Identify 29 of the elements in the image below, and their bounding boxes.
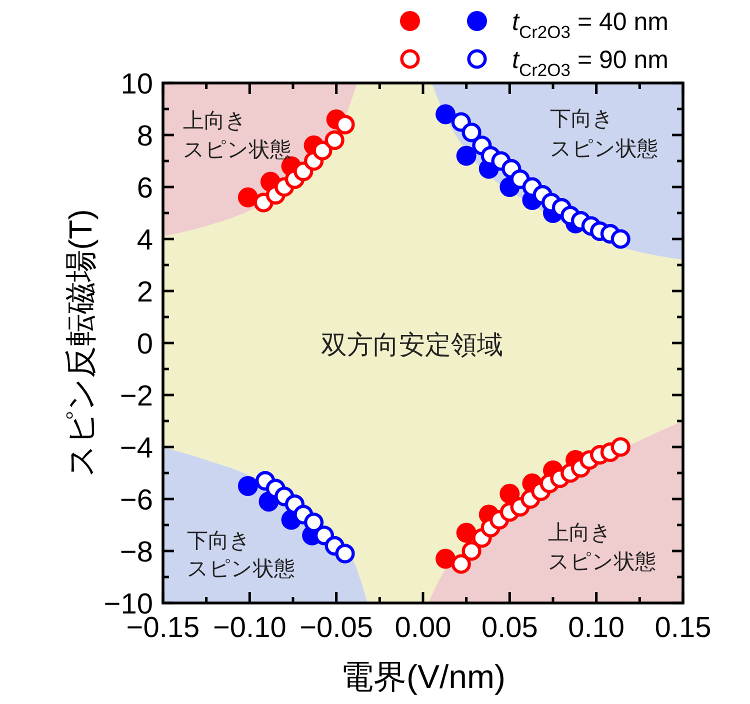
y-tick-label: 4: [136, 224, 153, 256]
y-tick-label: 0: [136, 328, 153, 360]
y-tick-label: −2: [120, 380, 153, 412]
y-tick-label: 6: [136, 172, 153, 204]
x-tick-label: −0.10: [212, 612, 286, 644]
legend-label: t$_{Cr2O3}$ = 90 nm: [512, 46, 668, 80]
annotation: スピン状態: [183, 138, 291, 162]
x-tick-label: 0.15: [654, 612, 712, 644]
legend-label: t$_{Cr2O3}$ = 40 nm: [512, 8, 668, 42]
y-tick-label: 8: [136, 120, 153, 152]
y-tick-label: −4: [120, 432, 153, 464]
x-axis-title: 電界(V/nm): [340, 658, 506, 695]
y-tick-label: 10: [120, 68, 153, 100]
annotation: スピン状態: [550, 138, 658, 161]
annotation: 下向き: [187, 530, 251, 553]
annotation: スピン状態: [548, 550, 656, 574]
y-tick-label: 2: [136, 276, 153, 308]
x-tick-label: 0.00: [394, 612, 452, 644]
x-tick-label: 0.05: [481, 612, 538, 644]
y-tick-label: −8: [120, 536, 153, 568]
y-tick-label: −6: [120, 484, 153, 516]
annotation: 上向き: [183, 110, 247, 133]
x-tick-label: 0.10: [568, 612, 625, 644]
y-axis-title: スピン反転磁場(T): [62, 209, 99, 477]
x-tick-label: −0.05: [300, 612, 374, 644]
annotation: スピン状態: [187, 558, 295, 581]
annotation: 上向き: [548, 522, 612, 545]
annotation: 下向き: [550, 108, 614, 131]
annotation: 双方向安定領域: [321, 329, 503, 360]
